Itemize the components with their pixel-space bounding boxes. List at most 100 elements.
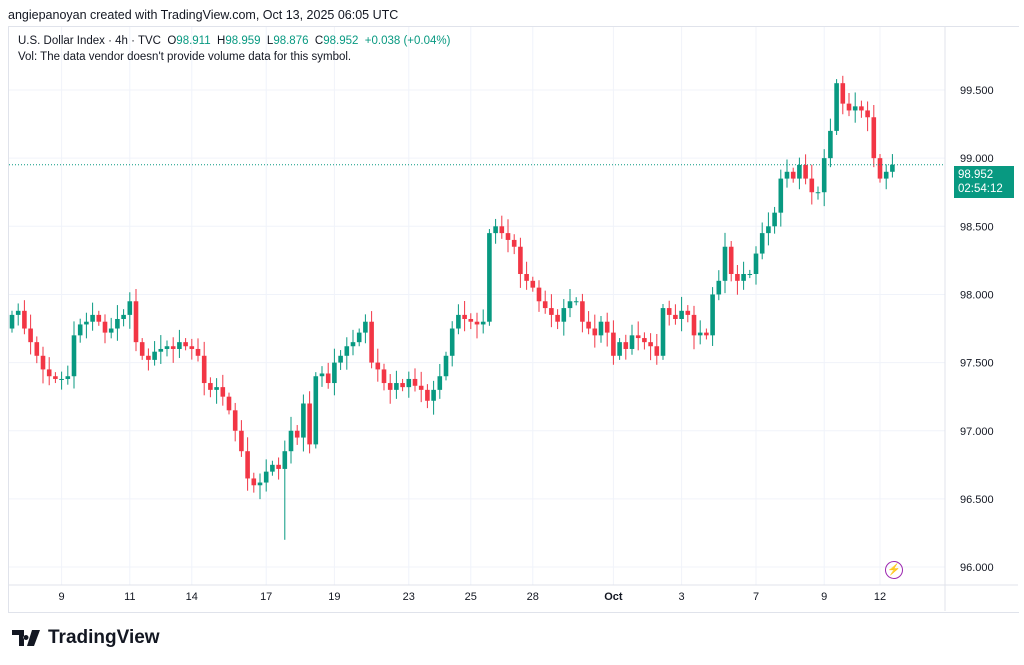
candle xyxy=(400,378,405,392)
tradingview-logo[interactable]: TradingView xyxy=(12,627,160,649)
x-tick-label: 23 xyxy=(403,591,415,603)
candle xyxy=(561,299,567,336)
candle xyxy=(214,378,219,404)
candle-body xyxy=(133,301,139,343)
candle xyxy=(332,348,337,396)
candle xyxy=(239,420,244,457)
candle xyxy=(691,305,697,350)
candle xyxy=(704,328,709,340)
candle-body xyxy=(127,301,133,315)
candle-body xyxy=(332,362,337,384)
candle xyxy=(629,324,635,355)
candle xyxy=(9,310,15,333)
candle xyxy=(431,380,436,415)
symbol-title[interactable]: U.S. Dollar Index · 4h · TVC xyxy=(18,35,161,47)
y-tick-label: 97.000 xyxy=(960,426,994,438)
candle-body xyxy=(809,178,815,193)
candle xyxy=(220,374,226,406)
candle xyxy=(741,261,746,290)
candle xyxy=(115,305,120,341)
candle-body xyxy=(369,321,374,363)
candle xyxy=(846,92,852,117)
candle xyxy=(480,309,486,334)
candle-body xyxy=(394,383,399,390)
candle xyxy=(369,311,374,369)
candle-body xyxy=(418,385,424,390)
candle-body xyxy=(232,410,238,431)
candle-body xyxy=(59,378,64,380)
candle xyxy=(660,303,666,360)
candle xyxy=(592,314,598,348)
candle xyxy=(139,338,145,360)
open-value: 98.911 xyxy=(176,35,211,47)
candle-body xyxy=(759,233,765,254)
x-tick-label: 12 xyxy=(874,591,886,603)
candle xyxy=(344,337,350,370)
candle-body xyxy=(747,274,753,276)
volume-note: Vol: The data vendor doesn't provide vol… xyxy=(18,51,352,63)
candle xyxy=(772,206,777,234)
candle-body xyxy=(301,403,306,438)
candle-body xyxy=(431,389,436,401)
candle xyxy=(313,372,319,449)
candle xyxy=(573,297,579,306)
candle-body xyxy=(108,328,114,333)
candle xyxy=(245,437,250,491)
candle-body xyxy=(536,287,542,302)
candle-body xyxy=(257,482,263,486)
candle xyxy=(189,338,195,360)
candle-body xyxy=(741,274,746,281)
candle-body xyxy=(34,342,40,356)
y-tick-label: 96.500 xyxy=(960,494,994,506)
candle-body xyxy=(313,376,319,445)
candle xyxy=(232,402,238,442)
candle xyxy=(59,371,64,390)
candle xyxy=(201,341,207,396)
candle xyxy=(121,309,126,327)
candle xyxy=(697,320,703,345)
y-tick-label: 97.500 xyxy=(960,358,994,370)
candle xyxy=(425,384,430,409)
candle-body xyxy=(375,362,381,370)
y-tick-label: 99.500 xyxy=(960,85,994,97)
candle xyxy=(617,338,622,360)
candle xyxy=(418,371,424,403)
candle-body xyxy=(710,294,715,336)
candle xyxy=(208,377,213,398)
x-tick-label: 17 xyxy=(260,591,272,603)
candle-body xyxy=(338,355,343,363)
candle xyxy=(294,425,300,445)
chart-credit: angiepanoyan created with TradingView.co… xyxy=(8,8,399,22)
y-tick-label: 99.000 xyxy=(960,153,994,165)
candle-body xyxy=(239,430,244,452)
lightning-icon[interactable]: ⚡ xyxy=(885,561,903,579)
candle-body xyxy=(852,106,858,111)
candle xyxy=(127,292,133,329)
candle-body xyxy=(40,355,46,370)
candle xyxy=(34,336,40,364)
candle xyxy=(809,164,815,205)
tv-logo-icon xyxy=(12,630,40,646)
candle-body xyxy=(530,280,536,288)
candle-body xyxy=(214,387,219,390)
candle-body xyxy=(356,332,362,343)
candle xyxy=(493,218,498,244)
candle xyxy=(394,370,399,399)
candle xyxy=(356,328,362,347)
candle-body xyxy=(753,253,759,275)
candle-body xyxy=(387,383,393,390)
candle xyxy=(46,357,52,386)
candle xyxy=(288,416,294,464)
chart-legend: U.S. Dollar Index · 4h · TVC O98.911 H98… xyxy=(18,33,450,65)
candle-body xyxy=(53,376,58,379)
candle xyxy=(102,314,108,344)
candle-body xyxy=(840,83,846,104)
candle xyxy=(449,321,455,367)
candle-body xyxy=(474,321,480,325)
candle xyxy=(71,321,77,389)
candle xyxy=(890,154,895,178)
candle-body xyxy=(828,130,833,159)
candle xyxy=(226,392,232,415)
candle-body xyxy=(821,158,827,193)
